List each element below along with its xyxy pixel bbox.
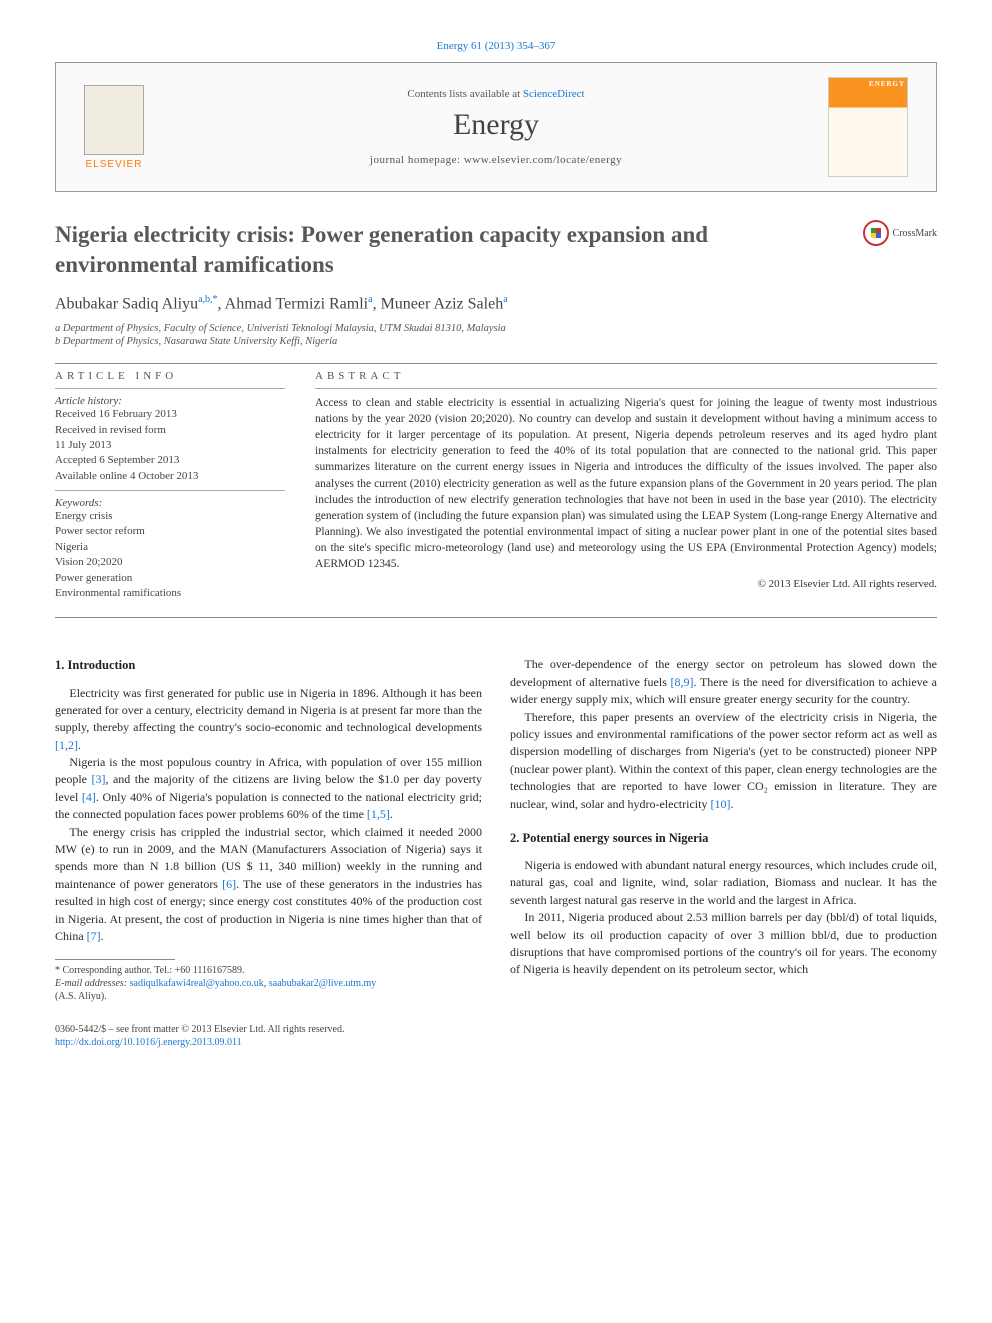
footnote-author: (A.S. Aliyu). [55, 990, 482, 1003]
section-1-heading: 1. Introduction [55, 656, 482, 674]
ref-1-5[interactable]: [1,5] [367, 807, 390, 821]
rule-bottom [55, 617, 937, 618]
publisher-name: ELSEVIER [86, 159, 143, 170]
para-5: Therefore, this paper presents an overvi… [510, 709, 937, 813]
keyword-4: Vision 20;2020 [55, 555, 285, 570]
homepage-link[interactable]: www.elsevier.com/locate/energy [464, 154, 622, 166]
ref-4[interactable]: [4] [82, 790, 96, 804]
author-1: Abubakar Sadiq Aliyu [55, 295, 198, 312]
para-2d: . [390, 807, 393, 821]
ref-3[interactable]: [3] [91, 772, 105, 786]
info-rule-2 [55, 490, 285, 491]
abstract-block: ABSTRACT Access to clean and stable elec… [315, 370, 937, 601]
para-1-text: Electricity was first generated for publ… [55, 686, 482, 735]
sciencedirect-link[interactable]: ScienceDirect [523, 88, 585, 100]
crossmark-badge[interactable]: CrossMark [863, 220, 937, 246]
corresponding-author: * Corresponding author. Tel.: +60 111616… [55, 964, 482, 977]
ref-1-2[interactable]: [1,2] [55, 738, 78, 752]
crossmark-icon [863, 220, 889, 246]
abstract-rule [315, 388, 937, 389]
keyword-6: Environmental ramifications [55, 586, 285, 601]
homepage-line: journal homepage: www.elsevier.com/locat… [182, 154, 810, 166]
history-label: Article history: [55, 395, 285, 407]
history-received: Received 16 February 2013 [55, 407, 285, 422]
info-abstract-grid: ARTICLE INFO Article history: Received 1… [55, 370, 937, 601]
history-online: Available online 4 October 2013 [55, 469, 285, 484]
doi-link[interactable]: http://dx.doi.org/10.1016/j.energy.2013.… [55, 1037, 242, 1048]
author-3: Muneer Aziz Saleh [381, 295, 504, 312]
para-2c: . Only 40% of Nigeria's population is co… [55, 790, 482, 821]
para-3: The energy crisis has crippled the indus… [55, 824, 482, 946]
title-row: Nigeria electricity crisis: Power genera… [55, 220, 937, 294]
elsevier-tree-icon [84, 85, 144, 155]
authors-line: Abubakar Sadiq Aliyua,b,*, Ahmad Termizi… [55, 294, 937, 313]
body-columns: 1. Introduction Electricity was first ge… [55, 656, 937, 1003]
bottom-bar: 0360-5442/$ – see front matter © 2013 El… [55, 1023, 937, 1049]
page: Energy 61 (2013) 354–367 ELSEVIER Conten… [0, 0, 992, 1079]
history-revised-1: Received in revised form [55, 423, 285, 438]
header-center: Contents lists available at ScienceDirec… [182, 88, 810, 166]
article-info: ARTICLE INFO Article history: Received 1… [55, 370, 285, 601]
article-title: Nigeria electricity crisis: Power genera… [55, 220, 843, 280]
ref-8-9[interactable]: [8,9] [671, 675, 694, 689]
front-matter: 0360-5442/$ – see front matter © 2013 El… [55, 1023, 937, 1036]
author-2-affil: a [368, 294, 372, 305]
email-label: E-mail addresses: [55, 978, 130, 989]
footnote-block: * Corresponding author. Tel.: +60 111616… [55, 964, 482, 1003]
section-2-heading: 2. Potential energy sources in Nigeria [510, 829, 937, 847]
keywords-label: Keywords: [55, 497, 285, 509]
journal-name: Energy [182, 108, 810, 142]
author-3-affil: a [503, 294, 507, 305]
para-4: The over-dependence of the energy sector… [510, 656, 937, 708]
abstract-copyright: © 2013 Elsevier Ltd. All rights reserved… [315, 578, 937, 590]
abstract-text: Access to clean and stable electricity i… [315, 395, 937, 572]
para-6: Nigeria is endowed with abundant natural… [510, 857, 937, 909]
journal-header: ELSEVIER Contents lists available at Sci… [55, 62, 937, 192]
ref-10[interactable]: [10] [710, 797, 730, 811]
keyword-3: Nigeria [55, 540, 285, 555]
para-2: Nigeria is the most populous country in … [55, 754, 482, 824]
rule-top [55, 363, 937, 364]
email-2[interactable]: saabubakar2@live.utm.my [269, 978, 377, 989]
citation-link[interactable]: Energy 61 (2013) 354–367 [437, 40, 556, 52]
cover-title: ENERGY [831, 80, 905, 88]
contents-line: Contents lists available at ScienceDirec… [182, 88, 810, 100]
affiliation-b: b Department of Physics, Nasarawa State … [55, 336, 937, 347]
affiliation-a: a Department of Physics, Faculty of Scie… [55, 323, 937, 334]
para-7: In 2011, Nigeria produced about 2.53 mil… [510, 909, 937, 979]
author-1-affil: a,b,* [198, 294, 217, 305]
homepage-prefix: journal homepage: [370, 154, 464, 166]
article-info-header: ARTICLE INFO [55, 370, 285, 382]
publisher-logo: ELSEVIER [74, 80, 154, 175]
author-2: Ahmad Termizi Ramli [225, 295, 368, 312]
history-revised-2: 11 July 2013 [55, 438, 285, 453]
abstract-header: ABSTRACT [315, 370, 937, 382]
para-5a: Therefore, this paper presents an overvi… [510, 710, 937, 811]
contents-prefix: Contents lists available at [407, 88, 522, 100]
para-1-end: . [78, 738, 81, 752]
footnote-rule [55, 959, 175, 960]
citation-line: Energy 61 (2013) 354–367 [55, 40, 937, 52]
ref-6[interactable]: [6] [222, 877, 236, 891]
history-accepted: Accepted 6 September 2013 [55, 453, 285, 468]
para-5-end: . [730, 797, 733, 811]
crossmark-label: CrossMark [893, 228, 937, 239]
keyword-2: Power sector reform [55, 524, 285, 539]
email-1[interactable]: sadiqulkafawi4real@yahoo.co.uk [130, 978, 264, 989]
info-rule [55, 388, 285, 389]
ref-7[interactable]: [7] [87, 929, 101, 943]
para-3c: . [101, 929, 104, 943]
keyword-1: Energy crisis [55, 509, 285, 524]
para-1: Electricity was first generated for publ… [55, 685, 482, 755]
email-line: E-mail addresses: sadiqulkafawi4real@yah… [55, 977, 482, 990]
journal-cover-thumbnail: ENERGY [828, 77, 908, 177]
keyword-5: Power generation [55, 571, 285, 586]
